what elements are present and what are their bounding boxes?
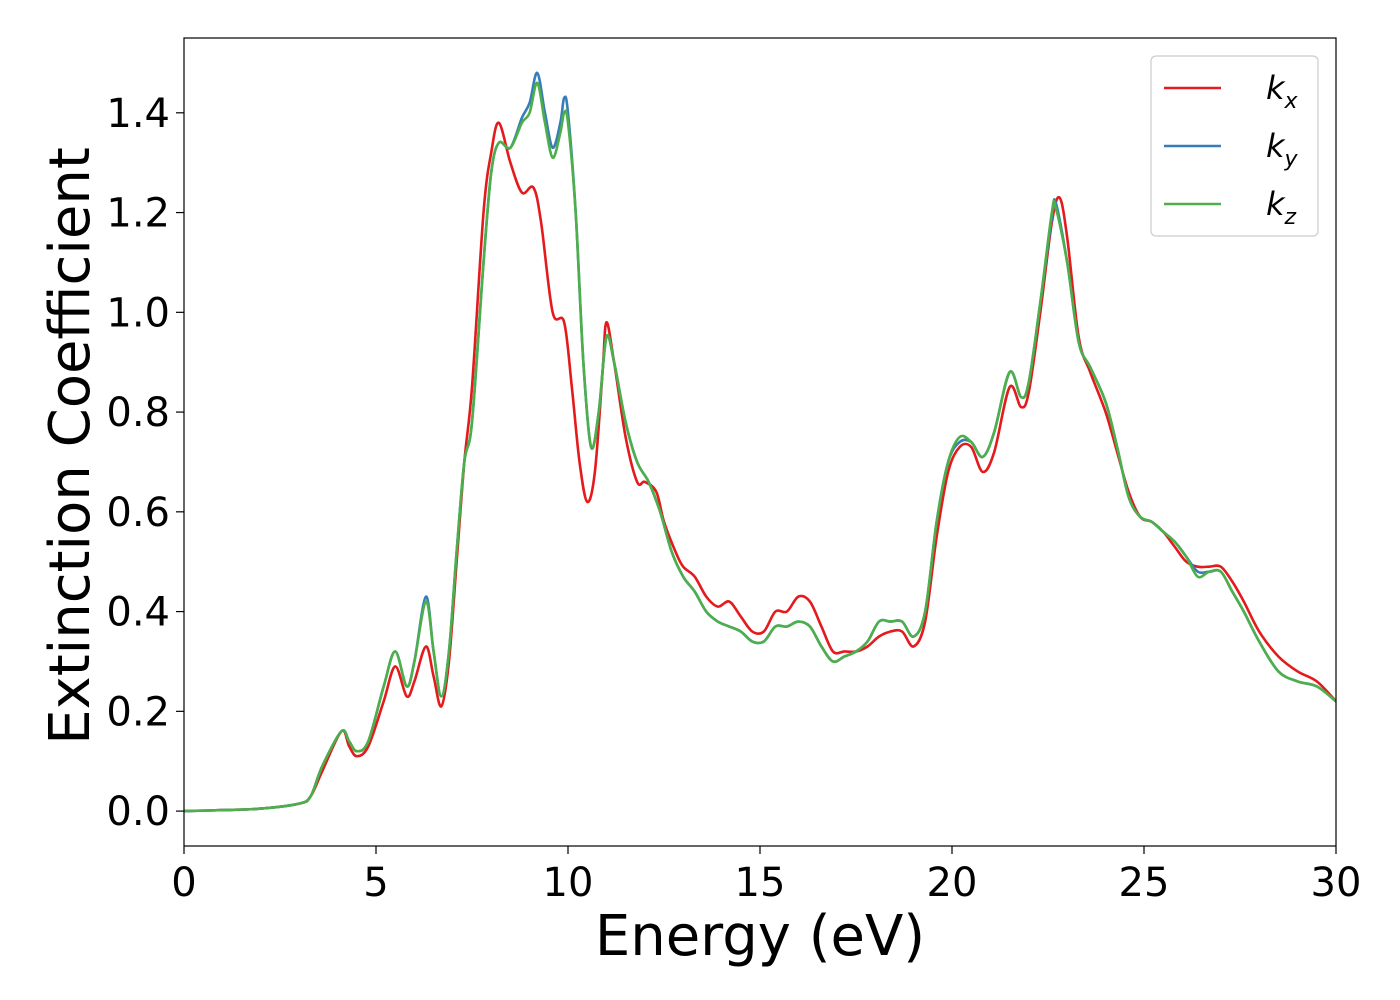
x-tick-label: 30 xyxy=(1311,860,1362,906)
legend-frame xyxy=(1150,55,1319,237)
x-tick-label: 0 xyxy=(171,860,196,906)
legend-label-k-x: kx xyxy=(1266,69,1299,114)
legend-label-sub: y xyxy=(1284,147,1299,172)
x-tick-label: 20 xyxy=(927,860,978,906)
x-tick-label: 5 xyxy=(363,860,388,906)
x-tick-label: 25 xyxy=(1119,860,1170,906)
ticks-layer: 0 5 10 15 20 25 30 0.0 0.2 0.4 0.6 0.8 1.0 1.2 1.4 xyxy=(106,91,1361,906)
legend-label-k-z: kz xyxy=(1266,185,1297,230)
x-tick-label: 15 xyxy=(735,860,786,906)
legend-label-main: k xyxy=(1266,69,1286,107)
x-axis-label: Energy (eV) xyxy=(595,904,925,969)
x-tick-label: 10 xyxy=(543,860,594,906)
legend-label-sub: x xyxy=(1284,89,1299,114)
series-layer xyxy=(184,71,1336,813)
legend-label-k-y: ky xyxy=(1266,127,1299,172)
y-tick-label: 0.0 xyxy=(106,789,170,835)
legend-label-main: k xyxy=(1266,127,1286,165)
y-axis-label: Extinction Coefficient xyxy=(38,147,103,745)
y-tick-label: 0.2 xyxy=(106,689,170,735)
y-tick-label: 1.0 xyxy=(106,290,170,336)
series-line-k-z xyxy=(184,81,1336,813)
legend-label-main: k xyxy=(1266,185,1286,223)
y-tick-label: 0.8 xyxy=(106,390,170,436)
y-tick-label: 0.6 xyxy=(106,490,170,536)
y-tick-label: 0.4 xyxy=(106,590,170,636)
y-tick-label: 1.4 xyxy=(106,91,170,137)
legend-label-sub: z xyxy=(1284,205,1297,230)
y-tick-label: 1.2 xyxy=(106,191,170,237)
